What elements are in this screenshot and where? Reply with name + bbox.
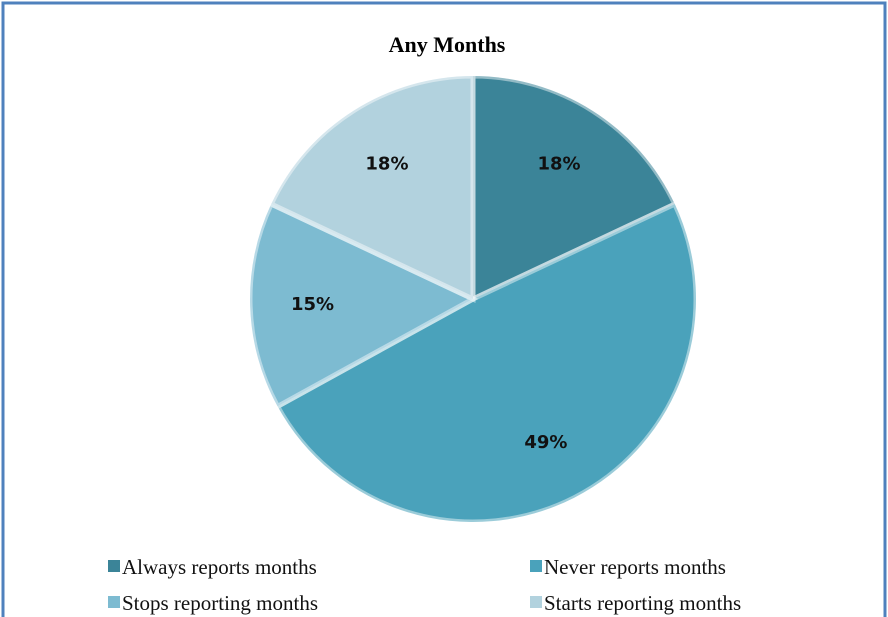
legend-label: Always reports months: [122, 555, 317, 579]
legend-label: Never reports months: [544, 555, 726, 579]
data-label: 15%: [291, 294, 334, 315]
legend-label: Starts reporting months: [544, 591, 741, 615]
legend-swatch: [108, 560, 120, 572]
legend-swatch: [530, 560, 542, 572]
data-label: 18%: [537, 153, 580, 174]
legend-label: Stops reporting months: [122, 591, 318, 615]
pie-slice: [267, 73, 476, 303]
data-label: 18%: [365, 153, 408, 174]
pie-slice: [247, 200, 479, 410]
pie-slice: [470, 73, 679, 303]
pie-slice: [274, 200, 699, 525]
chart-title: Any Months: [389, 32, 506, 57]
data-label: 49%: [524, 432, 567, 453]
legend-swatch: [530, 596, 542, 608]
legend-swatch: [108, 596, 120, 608]
